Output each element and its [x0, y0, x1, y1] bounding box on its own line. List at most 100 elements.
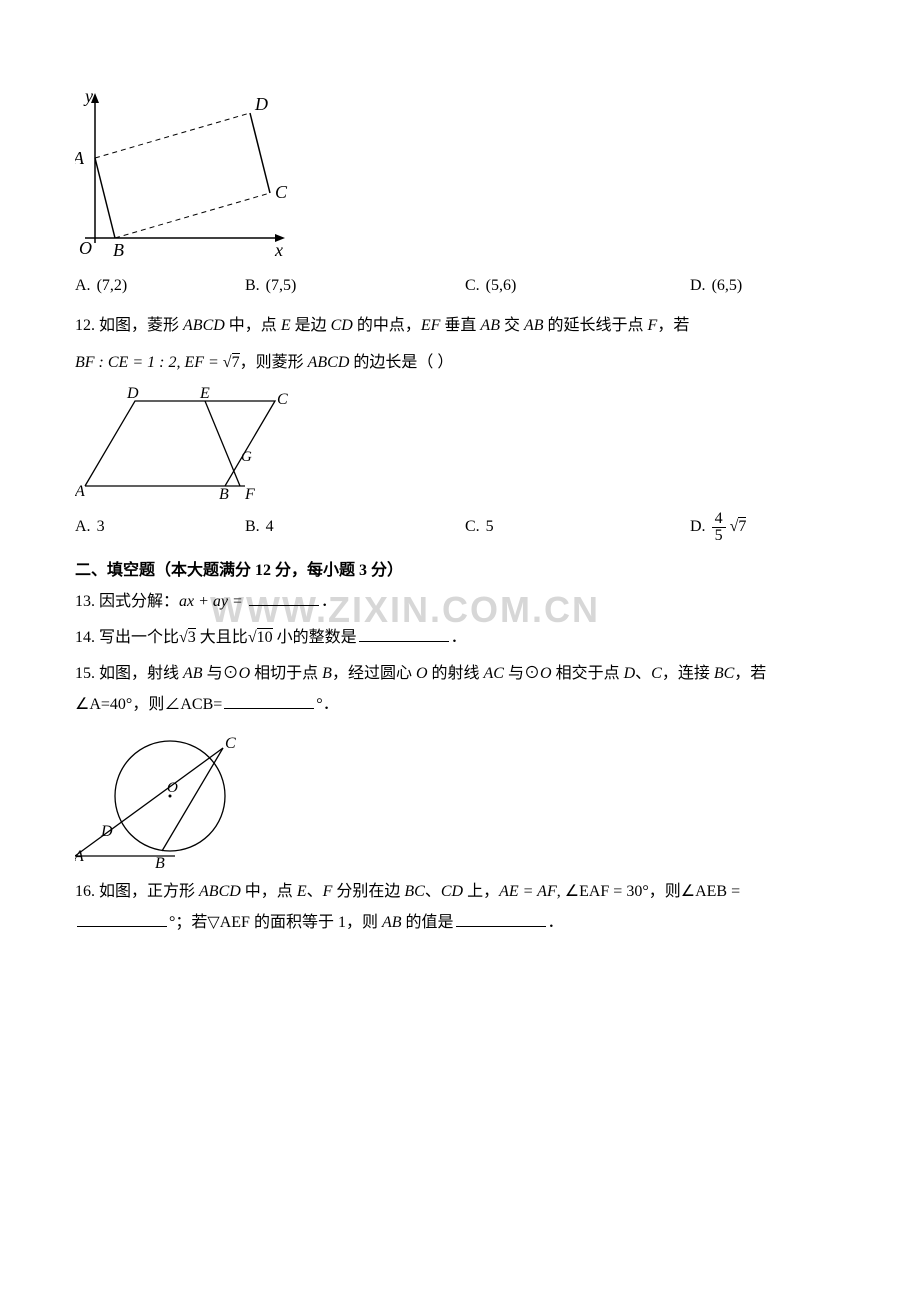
sqrt-in: 3 [188, 628, 196, 646]
t: 的中点， [353, 317, 421, 334]
q11-figure: A B C D O y x [75, 88, 845, 263]
t: ∠ACB= [164, 696, 222, 713]
q12-options: A. 3 B. 4 C. 5 D. 45 √7 [75, 511, 845, 544]
t: , ∠EAF = 30° [557, 883, 649, 900]
q15-label-C: C [225, 735, 236, 752]
opt-value: 4 [266, 514, 274, 540]
t: 垂直 [440, 317, 480, 334]
t: 因式分解： [99, 593, 179, 610]
sqrt: √7 [223, 353, 240, 371]
q15-line1: 15. 如图，射线 AB 与⊙O 相切于点 B，经过圆心 O 的射线 AC 与⊙… [75, 661, 845, 687]
opt-value-frac: 45 √7 [712, 511, 747, 544]
q14-blank[interactable] [359, 625, 449, 642]
expr: ax + ay = [179, 593, 247, 610]
t: 如图，正方形 [99, 883, 199, 900]
t: F [648, 317, 658, 334]
q15-num: 15. [75, 665, 95, 682]
t: CD [441, 883, 463, 900]
q12-label-B: B [219, 486, 229, 501]
q12-option-B[interactable]: B. 4 [245, 511, 465, 544]
sqrt-in: 7 [232, 353, 240, 371]
q15-line2: ∠A=40°，则∠ACB=°． [75, 692, 845, 718]
t: 写出一个比 [99, 629, 179, 646]
t: 分别在边 [332, 883, 404, 900]
t: CD [331, 317, 353, 334]
q12-line2: BF : CE = 1 : 2, EF = √7，则菱形 ABCD 的边长是（ … [75, 350, 845, 376]
opt-value: (7,2) [97, 273, 128, 299]
t: 相交于点 [552, 665, 624, 682]
period: ． [451, 629, 467, 646]
q12-label-D: D [126, 386, 139, 402]
t: 与⊙ [203, 665, 239, 682]
opt-label: D. [690, 273, 706, 299]
t: B [322, 665, 332, 682]
q16-blank1[interactable] [77, 910, 167, 927]
t: ABCD [308, 354, 350, 371]
q11-svg: A B C D O y x [75, 88, 295, 263]
t: 的延长线于点 [544, 317, 648, 334]
t: ∠AEB = [681, 883, 740, 900]
t: 的值是 [402, 914, 454, 931]
q14-num: 14. [75, 629, 95, 646]
q11-option-D[interactable]: D. (6,5) [690, 273, 742, 299]
q16-num: 16. [75, 883, 95, 900]
q16-blank2[interactable] [456, 910, 546, 927]
t: 、 [635, 665, 651, 682]
t: ，经过圆心 [332, 665, 416, 682]
q14: 14. 写出一个比√3 大且比√10 小的整数是． [75, 625, 845, 651]
t: AB [382, 914, 402, 931]
q12-option-C[interactable]: C. 5 [465, 511, 690, 544]
t: O [239, 665, 251, 682]
t: ；若 [175, 914, 207, 931]
q11-label-B: B [113, 240, 124, 260]
opt-label: D. [690, 514, 706, 540]
q12-num: 12. [75, 317, 95, 334]
q12-option-D[interactable]: D. 45 √7 [690, 511, 746, 544]
q12-label-E: E [199, 386, 210, 402]
opt-label: A. [75, 514, 91, 540]
q15-svg: A B C D O [75, 726, 250, 871]
q12-option-A[interactable]: A. 3 [75, 511, 245, 544]
opt-label: A. [75, 273, 91, 299]
t: =40°，则 [101, 696, 164, 713]
opt-value: (7,5) [266, 273, 297, 299]
t: 如图，射线 [99, 665, 183, 682]
opt-value: 5 [486, 514, 494, 540]
t: D [624, 665, 636, 682]
q13: 13. 因式分解：ax + ay = ． [75, 589, 845, 615]
frac-den: 5 [712, 528, 726, 544]
t: AC [484, 665, 504, 682]
opt-value: (5,6) [486, 273, 517, 299]
t: ∠A [75, 696, 101, 713]
q15-label-O: O [167, 780, 178, 796]
t: ，则 [649, 883, 681, 900]
opt-value: (6,5) [712, 273, 743, 299]
frac-num: 4 [712, 511, 726, 528]
period: ． [323, 696, 339, 713]
q13-blank[interactable] [249, 589, 319, 606]
q15-blank[interactable] [224, 692, 314, 709]
q11-options: A. (7,2) B. (7,5) C. (5,6) D. (6,5) [75, 273, 845, 299]
q11-label-A: A [75, 148, 85, 168]
t: 上， [463, 883, 499, 900]
t: 与⊙ [504, 665, 540, 682]
t: ▽AEF [207, 914, 250, 931]
t: 的边长是（ ） [349, 354, 453, 371]
t: EF [421, 317, 441, 334]
q11-label-O: O [79, 238, 92, 258]
t: 如图，菱形 [99, 317, 183, 334]
opt-label: C. [465, 514, 480, 540]
q11-label-C: C [275, 182, 288, 202]
q11-option-C[interactable]: C. (5,6) [465, 273, 690, 299]
period: ． [548, 914, 564, 931]
q15-label-B: B [155, 855, 165, 871]
opt-value: 3 [97, 514, 105, 540]
q11-option-A[interactable]: A. (7,2) [75, 273, 245, 299]
q15-label-D: D [100, 823, 113, 840]
t: F [323, 883, 333, 900]
t: 小的整数是 [273, 629, 357, 646]
opt-label: B. [245, 273, 260, 299]
t: AB [524, 317, 544, 334]
sqrt-in: 7 [738, 517, 746, 535]
q11-option-B[interactable]: B. (7,5) [245, 273, 465, 299]
